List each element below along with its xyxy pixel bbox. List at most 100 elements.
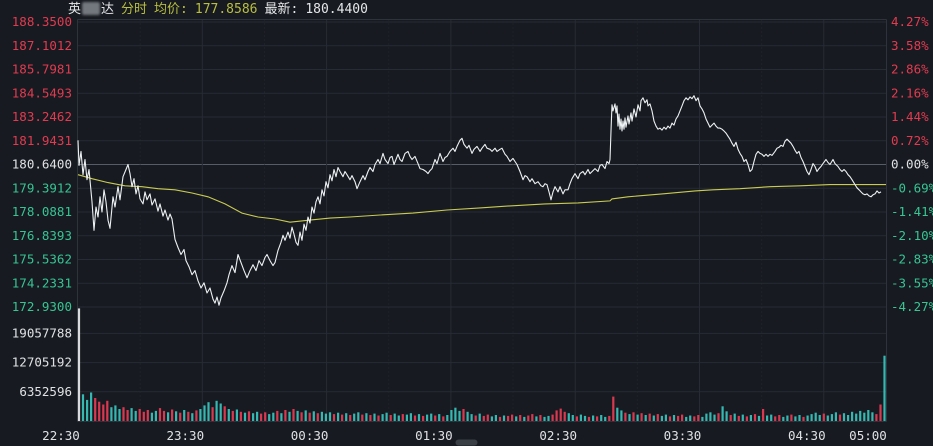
volume-bar <box>341 414 344 421</box>
volume-bar <box>175 411 178 421</box>
volume-bar <box>875 414 878 421</box>
volume-bar <box>753 414 757 421</box>
volume-bar <box>859 410 862 421</box>
volume-bar <box>685 416 688 421</box>
volume-bar <box>498 416 502 421</box>
volume-bar <box>280 413 283 421</box>
volume-bar <box>579 414 582 421</box>
volume-bar <box>434 415 437 421</box>
volume-bar <box>373 413 376 421</box>
volume-bar <box>705 413 708 421</box>
volume-bar <box>316 413 319 421</box>
volume-bar <box>268 414 271 421</box>
volume-bar <box>430 413 433 421</box>
time-axis-label: 03:30 <box>664 428 702 443</box>
volume-bar <box>814 412 817 421</box>
avg-price-label: 均价: <box>154 2 188 17</box>
volume-bar <box>721 406 724 421</box>
volume-bar <box>308 412 311 421</box>
volume-bar <box>474 415 477 421</box>
avg-price-value: 177.8586 <box>194 2 258 17</box>
volume-bar <box>393 413 396 421</box>
percent-axis-label: 3.58% <box>891 38 929 53</box>
volume-bar <box>851 411 854 421</box>
volume-bar <box>567 413 570 421</box>
volume-bar <box>300 412 303 421</box>
volume-bar <box>762 409 765 421</box>
volume-bar <box>353 413 356 421</box>
volume-bar <box>478 413 481 421</box>
percent-axis-label: 2.16% <box>891 85 929 100</box>
volume-bar <box>211 407 214 421</box>
percent-axis-label: 0.72% <box>891 133 929 148</box>
volume-bar <box>547 415 550 421</box>
percent-axis-label: -3.55% <box>891 275 933 290</box>
volume-bar <box>150 412 153 421</box>
volume-bar <box>365 413 368 421</box>
price-axis-label: 176.8393 <box>12 228 72 243</box>
volume-bar <box>215 400 218 421</box>
volume-bar <box>668 416 672 421</box>
volume-bar <box>361 414 364 421</box>
volume-bar <box>749 415 752 421</box>
volume-bar <box>507 415 510 421</box>
percent-axis-label: -2.10% <box>891 228 933 243</box>
time-axis-label: 02:30 <box>539 428 577 443</box>
volume-bar <box>207 402 210 421</box>
price-axis-label: 181.9431 <box>12 133 72 148</box>
price-axis-label: 179.3912 <box>12 180 72 195</box>
volume-bar <box>397 415 400 421</box>
volume-bar <box>656 414 659 421</box>
volume-bar <box>405 414 408 421</box>
volume-bar <box>612 396 615 421</box>
volume-bar <box>381 414 384 421</box>
time-axis-label: 01:30 <box>415 428 453 443</box>
price-axis-label: 172.9300 <box>12 299 72 314</box>
volume-bar <box>450 410 453 421</box>
volume-bar <box>575 416 578 421</box>
volume-bar <box>243 412 247 421</box>
volume-bar <box>195 410 198 421</box>
volume-bar <box>162 410 166 421</box>
volume-bar <box>345 413 348 421</box>
volume-bar <box>672 415 676 421</box>
volume-bar <box>102 404 105 421</box>
volume-bar <box>199 409 202 421</box>
volume-bar <box>733 413 736 421</box>
volume-bar <box>563 411 566 421</box>
volume-bar <box>426 414 429 421</box>
bottom-scroll-handle[interactable] <box>455 439 478 446</box>
volume-bar <box>693 416 696 421</box>
volume-bar <box>847 415 850 421</box>
percent-axis-label: -0.69% <box>891 180 933 195</box>
volume-bar <box>664 414 667 421</box>
volume-bar <box>782 416 785 421</box>
volume-bar <box>624 412 627 421</box>
volume-bar <box>494 415 497 421</box>
volume-bar <box>235 409 238 421</box>
volume-bar <box>324 413 327 421</box>
volume-bar <box>442 416 445 421</box>
percent-axis-label: 0.00% <box>891 157 929 172</box>
volume-bar <box>531 414 534 421</box>
volume-bar <box>284 410 287 421</box>
volume-bar <box>446 415 449 421</box>
volume-bar <box>502 415 506 421</box>
volume-bar <box>774 416 777 421</box>
volume-bar <box>855 413 858 421</box>
volume-bar <box>770 414 773 421</box>
volume-bar <box>304 410 307 421</box>
volume-bar <box>555 410 558 421</box>
stock-name-prefix: 英 <box>68 2 82 17</box>
percent-axis-label: -2.83% <box>891 252 933 267</box>
volume-bar <box>628 414 631 421</box>
chart-title: 英 达分时 均价: 177.8586 最新: 180.4400 <box>68 1 368 18</box>
last-price-value: 180.4400 <box>305 2 368 17</box>
volume-bar <box>81 394 85 421</box>
volume-bar <box>511 414 514 421</box>
volume-bar <box>620 410 623 421</box>
last-price-label: 最新: <box>264 2 299 17</box>
volume-bar <box>292 409 295 421</box>
volume-axis-label: 12705192 <box>12 355 72 370</box>
